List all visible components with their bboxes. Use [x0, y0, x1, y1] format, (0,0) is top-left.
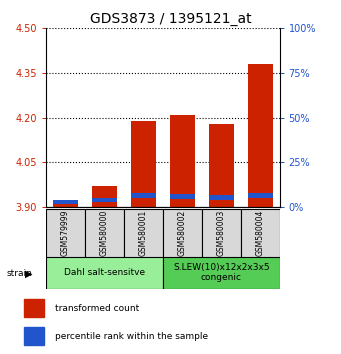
- Bar: [163, 209, 202, 257]
- Bar: [92, 186, 117, 207]
- Bar: [53, 201, 78, 207]
- Text: transformed count: transformed count: [55, 304, 139, 313]
- Text: GSM580000: GSM580000: [100, 210, 109, 256]
- Bar: [46, 257, 163, 289]
- Text: ▶: ▶: [25, 268, 32, 278]
- Text: S.LEW(10)x12x2x3x5
congenic: S.LEW(10)x12x2x3x5 congenic: [173, 263, 269, 282]
- Text: GSM580003: GSM580003: [217, 210, 226, 256]
- Bar: [241, 209, 280, 257]
- Text: GSM580001: GSM580001: [139, 210, 148, 256]
- Text: GSM579999: GSM579999: [61, 210, 70, 256]
- Bar: [53, 200, 78, 204]
- Bar: [124, 209, 163, 257]
- Bar: [169, 194, 195, 199]
- Text: GSM580004: GSM580004: [256, 210, 265, 256]
- Text: percentile rank within the sample: percentile rank within the sample: [55, 332, 208, 341]
- Bar: [131, 193, 156, 198]
- Bar: [46, 209, 85, 257]
- Bar: [248, 193, 273, 198]
- Text: Dahl salt-sensitve: Dahl salt-sensitve: [64, 268, 145, 277]
- Bar: [169, 115, 195, 207]
- Bar: [92, 198, 117, 202]
- Text: GDS3873 / 1395121_at: GDS3873 / 1395121_at: [90, 12, 251, 27]
- Bar: [248, 64, 273, 207]
- Bar: [202, 209, 241, 257]
- Text: strain: strain: [7, 269, 33, 278]
- Bar: [24, 327, 44, 345]
- Bar: [24, 299, 44, 317]
- Text: GSM580002: GSM580002: [178, 210, 187, 256]
- Bar: [209, 124, 234, 207]
- Bar: [85, 209, 124, 257]
- Bar: [163, 257, 280, 289]
- Bar: [131, 121, 156, 207]
- Bar: [209, 195, 234, 200]
